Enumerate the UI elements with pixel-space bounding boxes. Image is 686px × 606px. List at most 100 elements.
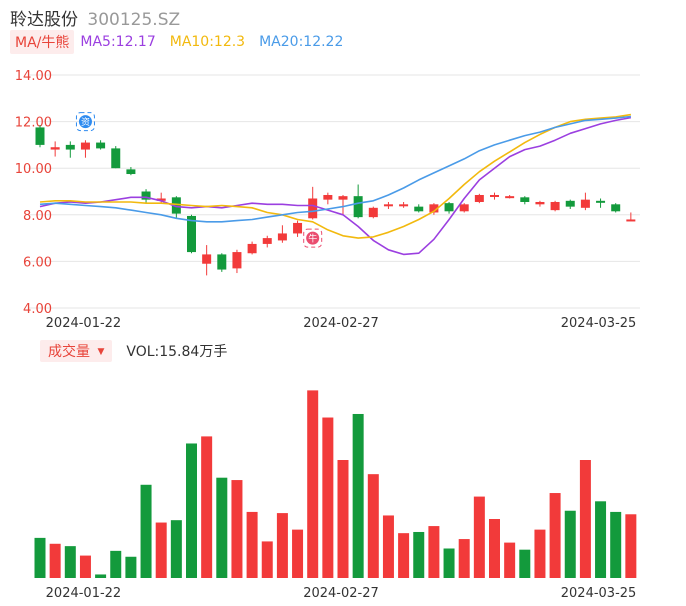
candle-body bbox=[187, 215, 196, 253]
candle-body bbox=[611, 204, 621, 212]
volume-bar bbox=[307, 390, 319, 578]
volume-bar bbox=[170, 520, 182, 578]
candle-body bbox=[262, 238, 272, 244]
volume-bar bbox=[125, 556, 137, 578]
candle-body bbox=[429, 204, 439, 213]
y-tick-label: 6.00 bbox=[23, 255, 52, 270]
volume-bar bbox=[261, 541, 273, 578]
ma-legend: MA/牛熊 MA5:12.17 MA10:12.3 MA20:12.22 bbox=[10, 30, 357, 54]
candle-body bbox=[35, 127, 45, 145]
volume-x-tick-label: 2024-01-22 bbox=[46, 586, 122, 601]
candle-body bbox=[308, 198, 318, 219]
candle-body bbox=[171, 197, 181, 214]
volume-bar bbox=[367, 474, 379, 578]
volume-bar bbox=[519, 549, 531, 578]
candle-body bbox=[505, 196, 515, 199]
candle-body bbox=[626, 219, 636, 222]
volume-bar bbox=[79, 555, 91, 578]
candle-body bbox=[65, 144, 75, 150]
price-x-tick-label: 2024-01-22 bbox=[46, 316, 122, 331]
candle-body bbox=[474, 194, 484, 202]
price-x-tick-label: 2024-03-25 bbox=[561, 316, 637, 331]
candle-body bbox=[596, 200, 606, 203]
candle-body bbox=[217, 254, 227, 270]
volume-bar bbox=[473, 496, 485, 578]
volume-bar bbox=[322, 417, 334, 578]
volume-chip-label: 成交量 bbox=[48, 344, 90, 360]
marker-frame bbox=[75, 112, 95, 132]
candle-body bbox=[353, 196, 363, 218]
volume-bar bbox=[595, 501, 607, 578]
candle-body bbox=[383, 204, 393, 207]
volume-bar bbox=[564, 510, 576, 578]
y-tick-label: 8.00 bbox=[23, 209, 52, 224]
ma20-line bbox=[39, 115, 631, 223]
marker-dot bbox=[78, 115, 92, 129]
volume-bar bbox=[610, 511, 622, 578]
ma5-legend: MA5:12.17 bbox=[80, 34, 156, 50]
volume-bar bbox=[534, 529, 546, 578]
candle-body bbox=[323, 194, 333, 200]
volume-bar bbox=[186, 443, 197, 578]
candle-body bbox=[126, 169, 136, 175]
candle-body bbox=[96, 142, 106, 149]
volume-bar bbox=[549, 493, 561, 578]
ma10-line bbox=[39, 113, 632, 239]
candle-body bbox=[368, 207, 378, 218]
candle-body bbox=[565, 200, 575, 207]
volume-bar bbox=[337, 460, 349, 578]
dropdown-arrow-icon: ▼ bbox=[97, 347, 105, 357]
stock-header: 聆达股份 300125.SZ bbox=[10, 5, 180, 30]
volume-bar bbox=[625, 514, 637, 578]
marker-glyph: 牛 bbox=[308, 233, 317, 245]
volume-bar bbox=[382, 515, 394, 578]
candle-body bbox=[338, 196, 348, 200]
candle-body bbox=[277, 233, 287, 241]
ma10-legend: MA10:12.3 bbox=[169, 34, 246, 50]
fund-flow-marker-icon: 资 bbox=[75, 112, 95, 132]
stock-name: 聆达股份 bbox=[10, 10, 78, 30]
volume-indicator-chip[interactable]: 成交量 ▼ bbox=[40, 340, 113, 362]
volume-bar bbox=[428, 526, 440, 578]
ma20-legend: MA20:12.22 bbox=[259, 34, 344, 50]
bull-marker-icon: 牛 bbox=[303, 228, 323, 248]
candle-body bbox=[490, 194, 499, 197]
volume-bar bbox=[489, 519, 500, 578]
candle-body bbox=[459, 204, 469, 212]
volume-bar bbox=[246, 511, 258, 578]
marker-dot bbox=[306, 231, 320, 245]
candle-body bbox=[202, 254, 212, 264]
volume-bar bbox=[95, 574, 107, 578]
marker-glyph: 资 bbox=[81, 117, 90, 128]
ma5-line bbox=[39, 116, 632, 256]
candle-body bbox=[247, 243, 257, 254]
volume-bar bbox=[110, 550, 122, 578]
volume-bar bbox=[216, 477, 228, 578]
ma-indicator-chip[interactable]: MA/牛熊 bbox=[10, 30, 75, 54]
candle-body bbox=[293, 222, 303, 234]
volume-bar bbox=[504, 542, 516, 578]
candle-body bbox=[232, 252, 242, 269]
volume-bar bbox=[292, 529, 304, 578]
candle-body bbox=[111, 148, 121, 169]
volume-bar bbox=[398, 533, 410, 578]
volume-bar bbox=[458, 539, 470, 578]
candle-body bbox=[80, 142, 90, 150]
candle-body bbox=[535, 201, 545, 205]
volume-x-tick-label: 2024-03-25 bbox=[561, 586, 637, 601]
candle-body bbox=[141, 191, 151, 200]
volume-bar bbox=[64, 546, 76, 578]
candle-body bbox=[520, 197, 530, 202]
volume-bar bbox=[276, 513, 288, 578]
volume-bar bbox=[443, 548, 455, 578]
candle-body bbox=[414, 206, 424, 212]
volume-bar bbox=[413, 531, 425, 578]
volume-bar bbox=[352, 413, 364, 578]
volume-x-tick-label: 2024-02-27 bbox=[303, 586, 379, 601]
volume-bar bbox=[201, 436, 213, 578]
y-tick-label: 10.00 bbox=[15, 162, 52, 177]
volume-bar bbox=[579, 460, 591, 578]
stock-code: 300125.SZ bbox=[87, 10, 181, 30]
candle-body bbox=[580, 199, 590, 208]
